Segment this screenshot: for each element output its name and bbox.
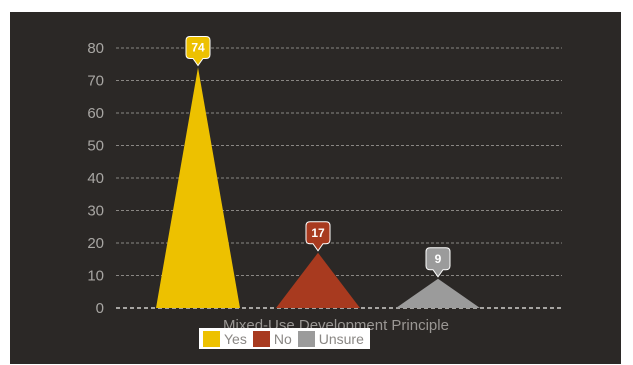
y-tick-label: 60 [87, 105, 104, 122]
y-tick-label: 10 [87, 268, 104, 285]
legend-swatch [297, 331, 315, 347]
data-label-bubble [305, 221, 331, 252]
y-tick-labels: 0 10 20 30 40 50 60 70 80 [87, 40, 104, 317]
data-label-no: 17 [305, 221, 331, 252]
legend-label: Unsure [318, 331, 364, 347]
legend-item-yes[interactable]: Yes [203, 329, 247, 349]
data-label-value: 17 [311, 226, 325, 240]
data-label-bubble [185, 36, 211, 67]
peak-mark-yes [156, 67, 240, 308]
data-marks [156, 67, 480, 308]
data-label-value: 74 [191, 41, 205, 55]
y-tick-label: 30 [87, 203, 104, 220]
data-label-bubble [425, 247, 451, 278]
chart-frame: 0 10 20 30 40 50 60 70 80 74 17 9 Mixed-Use Develo… [10, 12, 621, 364]
y-tick-label: 40 [87, 170, 104, 187]
legend-swatch [203, 331, 220, 347]
data-label-value: 9 [435, 252, 442, 266]
y-tick-label: 80 [87, 40, 104, 57]
legend-swatch [252, 331, 270, 347]
y-tick-label: 50 [87, 138, 104, 155]
grid-lines [116, 47, 562, 309]
data-labels: 74 17 9 [185, 36, 451, 278]
peak-mark-no [276, 252, 360, 308]
y-tick-label: 70 [87, 73, 104, 90]
legend: Yes No Unsure [199, 328, 370, 349]
y-tick-label: 20 [87, 235, 104, 252]
legend-item-unsure[interactable]: Unsure [297, 329, 364, 349]
y-tick-label: 0 [96, 300, 104, 317]
legend-item-no[interactable]: No [252, 329, 292, 349]
peak-mark-unsure [396, 278, 480, 308]
data-label-yes: 74 [185, 36, 211, 67]
legend-label: No [273, 331, 292, 347]
legend-label: Yes [224, 331, 247, 347]
data-label-unsure: 9 [425, 247, 451, 278]
